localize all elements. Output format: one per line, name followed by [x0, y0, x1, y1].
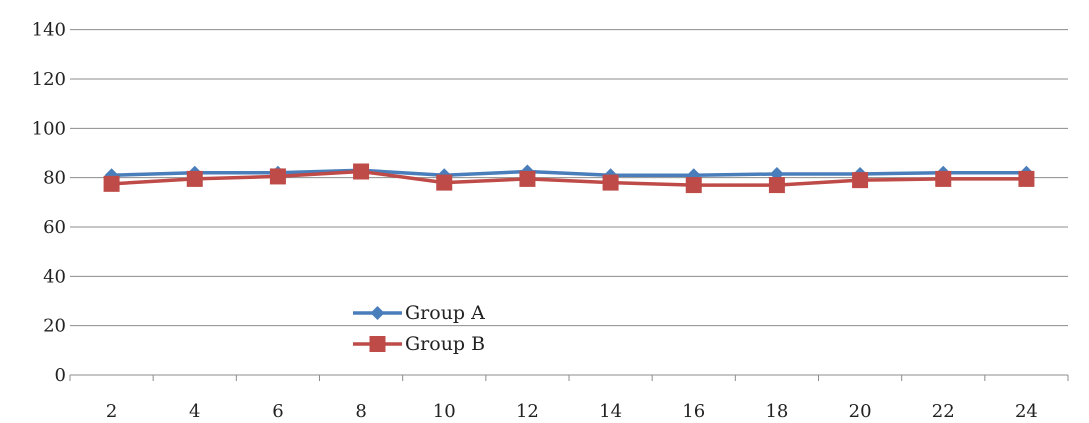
y-axis-tick-labels: 0 20 40 60 80 100 120 140	[32, 20, 66, 386]
y-tick-label-40: 40	[43, 266, 66, 287]
x-tick-label-24: 24	[1015, 401, 1038, 422]
data-point-group-b	[602, 174, 619, 191]
legend-label-group-b: Group B	[405, 333, 485, 355]
data-point-group-b	[935, 170, 952, 187]
data-point-group-b	[1018, 170, 1035, 187]
series-line-group-b	[111, 169, 1027, 187]
y-tick-label-0: 0	[55, 365, 66, 386]
x-tick-label-20: 20	[849, 401, 872, 422]
data-point-group-b	[103, 175, 120, 192]
legend-marker-group-b	[369, 336, 386, 352]
x-tick-label-2: 2	[106, 401, 117, 422]
y-tick-label-60: 60	[43, 217, 66, 238]
data-point-group-b	[186, 170, 203, 187]
x-tick-label-8: 8	[355, 401, 366, 422]
data-point-group-b	[852, 172, 869, 189]
data-point-group-b	[768, 177, 785, 194]
x-tick-label-16: 16	[682, 401, 705, 422]
data-point-group-b	[685, 177, 702, 194]
x-tick-label-18: 18	[765, 401, 788, 422]
x-axis-ticks: 2 4 6 8 10 12 14 16 18 20 22 24	[69, 375, 1069, 422]
legend: Group A Group B	[353, 302, 485, 355]
x-tick-label-14: 14	[599, 401, 622, 422]
data-series	[103, 163, 1035, 194]
x-tick-label-4: 4	[189, 401, 200, 422]
data-point-group-b	[519, 170, 536, 187]
data-point-group-b	[353, 163, 370, 180]
legend-label-group-a: Group A	[405, 302, 485, 324]
data-point-group-b	[436, 174, 453, 191]
x-tick-label-22: 22	[932, 401, 955, 422]
y-tick-label-140: 140	[32, 20, 66, 41]
series-line-group-a	[111, 168, 1027, 177]
legend-marker-group-a	[370, 306, 385, 320]
data-point-group-b	[269, 168, 286, 185]
x-tick-label-6: 6	[272, 401, 283, 422]
x-tick-label-10: 10	[433, 401, 456, 422]
y-tick-label-80: 80	[43, 168, 66, 189]
y-tick-label-120: 120	[32, 69, 66, 90]
y-tick-label-20: 20	[43, 316, 66, 337]
y-tick-label-100: 100	[32, 118, 66, 139]
x-tick-label-12: 12	[516, 401, 539, 422]
legend-item-group-b: Group B	[353, 333, 485, 355]
legend-item-group-a: Group A	[353, 302, 485, 324]
